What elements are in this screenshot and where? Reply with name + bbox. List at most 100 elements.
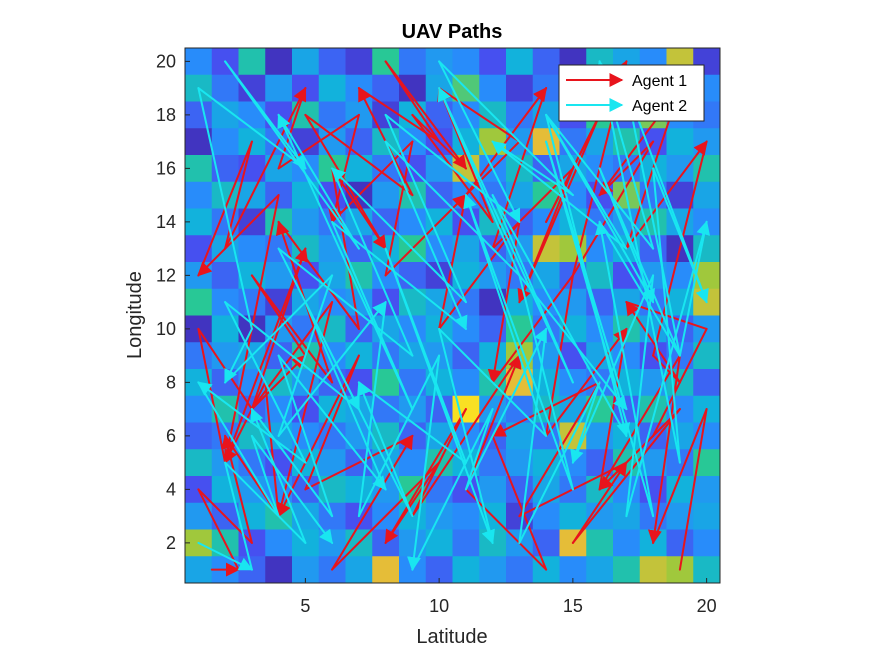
path-segment — [224, 247, 307, 464]
path-segment — [250, 434, 334, 545]
heatmap-cell — [559, 288, 587, 316]
heatmap-cell — [185, 395, 213, 423]
path-segment — [625, 87, 681, 357]
heatmap-cell — [479, 48, 507, 76]
path-segment — [647, 354, 681, 545]
heatmap-cell — [399, 369, 427, 397]
path-segment — [277, 220, 360, 330]
heatmap-cell — [399, 208, 427, 236]
y-tick-label: 2 — [166, 533, 176, 553]
heatmap-cell — [399, 529, 427, 557]
path-segment — [438, 220, 521, 330]
y-tick-label: 8 — [166, 372, 176, 392]
path-segment — [264, 381, 280, 518]
heatmap-cell — [586, 529, 614, 557]
y-axis-label: Longitude — [124, 271, 146, 359]
heatmap-cell — [613, 556, 641, 583]
path-segment — [518, 327, 548, 544]
heatmap-cell — [372, 556, 400, 583]
path-segment — [277, 247, 414, 357]
heatmap-cell — [586, 235, 614, 263]
path-segment — [277, 301, 387, 437]
path-segment — [491, 194, 628, 437]
path-segment — [197, 381, 307, 464]
heatmap-cell — [666, 422, 694, 450]
x-tick-label: 5 — [300, 596, 310, 616]
legend: Agent 1 Agent 2 — [558, 64, 705, 122]
heatmap-cell — [265, 48, 293, 76]
path-segment — [304, 113, 414, 197]
legend-box — [558, 64, 705, 122]
y-axis-ticks: 2 4 6 8 10 12 14 16 18 20 — [156, 51, 190, 553]
chart-title: UAV Paths — [402, 21, 503, 43]
path-segment — [357, 381, 414, 518]
path-segment — [197, 541, 254, 571]
heatmap-cell — [532, 529, 560, 557]
heatmap-cell — [185, 556, 213, 583]
path-segment — [277, 247, 360, 411]
path-segment — [331, 167, 467, 304]
path-segment — [598, 167, 655, 304]
plot-frame — [184, 47, 721, 584]
path-segment — [491, 87, 548, 250]
path-segment — [277, 274, 334, 437]
path-segment — [652, 140, 708, 357]
y-tick-label: 18 — [156, 105, 176, 125]
path-segment — [438, 60, 574, 197]
path-segment — [197, 194, 280, 277]
heatmap-cell — [452, 48, 480, 76]
heatmap-cell — [238, 288, 266, 316]
path-segment — [384, 461, 441, 544]
heatmap-cell — [345, 155, 373, 183]
path-segment — [464, 194, 574, 491]
heatmap-cell — [318, 74, 346, 102]
x-tick-label: 15 — [563, 596, 583, 616]
path-segment — [331, 167, 414, 357]
path-segment — [438, 60, 521, 224]
heatmap-cell — [345, 556, 373, 583]
y-tick-label: 20 — [156, 51, 176, 71]
heatmap-cell — [345, 48, 373, 76]
path-segment — [678, 220, 708, 357]
heatmap-cell — [452, 262, 480, 290]
path-segment — [224, 60, 307, 170]
path-segment — [571, 274, 655, 464]
path-segment — [277, 113, 360, 250]
path-segment — [652, 167, 681, 464]
heatmap-cell — [318, 235, 346, 263]
path-segment — [598, 354, 681, 491]
heatmap-cell — [693, 422, 720, 450]
path-segment — [598, 327, 628, 491]
heatmap-cell — [506, 48, 534, 76]
path-segment — [491, 434, 548, 571]
heatmap-cell — [318, 449, 346, 477]
path-segment — [197, 488, 240, 571]
path-segment — [277, 87, 307, 170]
heatmap-cell — [238, 235, 266, 263]
y-tick-label: 6 — [166, 426, 176, 446]
path-segment — [570, 381, 601, 464]
heatmap-cell — [425, 155, 453, 183]
path-segment — [411, 408, 494, 571]
heatmap-cell — [479, 74, 507, 102]
path-segment — [571, 461, 628, 544]
heatmap-cell — [693, 476, 720, 504]
heatmap-cell — [452, 529, 480, 557]
path-segment — [598, 220, 681, 357]
heatmap-cell — [265, 529, 293, 557]
path-segment — [357, 381, 467, 464]
heatmap-cell — [185, 449, 213, 477]
x-axis-ticks: 5 10 15 20 — [300, 578, 717, 616]
heatmap-cell — [185, 235, 213, 263]
path-segment — [491, 140, 574, 197]
heatmap-cell — [372, 74, 400, 102]
heatmap-cell — [211, 74, 239, 102]
heatmap-cell — [399, 48, 427, 76]
y-tick-label: 4 — [166, 479, 176, 499]
path-segment — [411, 113, 467, 170]
x-tick-label: 10 — [429, 596, 449, 616]
heatmap-cell — [318, 101, 346, 129]
path-segment — [438, 87, 521, 143]
heatmap-cell — [613, 529, 641, 557]
heatmap-cell — [425, 101, 453, 129]
